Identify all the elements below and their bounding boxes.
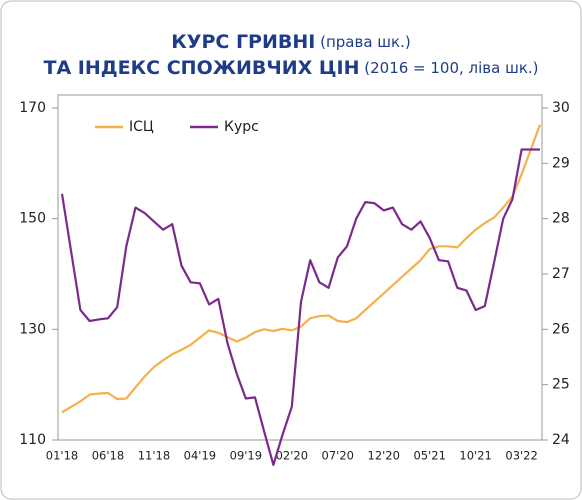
x-tick-label: 02'20: [276, 449, 308, 463]
chart-title: КУРС ГРИВНІ (права шк.): [171, 31, 410, 53]
x-tick-label: 01'18: [46, 449, 78, 463]
y2-tick-label: 27: [552, 266, 570, 282]
y2-tick-label: 25: [552, 377, 570, 393]
y-tick-label: 130: [19, 321, 46, 337]
x-tick-label: 07'20: [322, 449, 354, 463]
x-tick-label: 04'19: [184, 449, 216, 463]
x-tick-label: 09'19: [230, 449, 262, 463]
x-tick-label: 10'21: [459, 449, 491, 463]
y2-tick-label: 28: [552, 211, 570, 227]
y-tick-label: 170: [19, 100, 46, 116]
x-tick-label: 11'18: [138, 449, 170, 463]
x-tick-label: 03'22: [505, 449, 537, 463]
series-line: [60, 148, 540, 466]
x-tick-label: 06'18: [92, 449, 124, 463]
x-tick-label: 12'20: [368, 449, 400, 463]
y2-tick-label: 29: [552, 155, 570, 171]
title-part: (2016 = 100, ліва шк.): [359, 59, 538, 77]
legend-label: Курс: [224, 119, 259, 135]
legend-label: ІСЦ: [129, 119, 154, 135]
chart-title: ТА ІНДЕКС СПОЖИВЧИХ ЦІН (2016 = 100, лів…: [43, 57, 538, 79]
y2-tick-label: 26: [552, 321, 570, 337]
series-line: [61, 124, 542, 414]
title-part: КУРС ГРИВНІ: [171, 31, 315, 53]
y-tick-label: 150: [19, 211, 46, 227]
y2-tick-label: 24: [552, 432, 570, 448]
y-tick-label: 110: [19, 432, 46, 448]
plot-frame: [57, 94, 543, 441]
title-part: (права шк.): [315, 33, 410, 51]
x-tick-label: 05'21: [413, 449, 445, 463]
title-part: ТА ІНДЕКС СПОЖИВЧИХ ЦІН: [43, 57, 359, 79]
y2-tick-label: 30: [552, 100, 570, 116]
